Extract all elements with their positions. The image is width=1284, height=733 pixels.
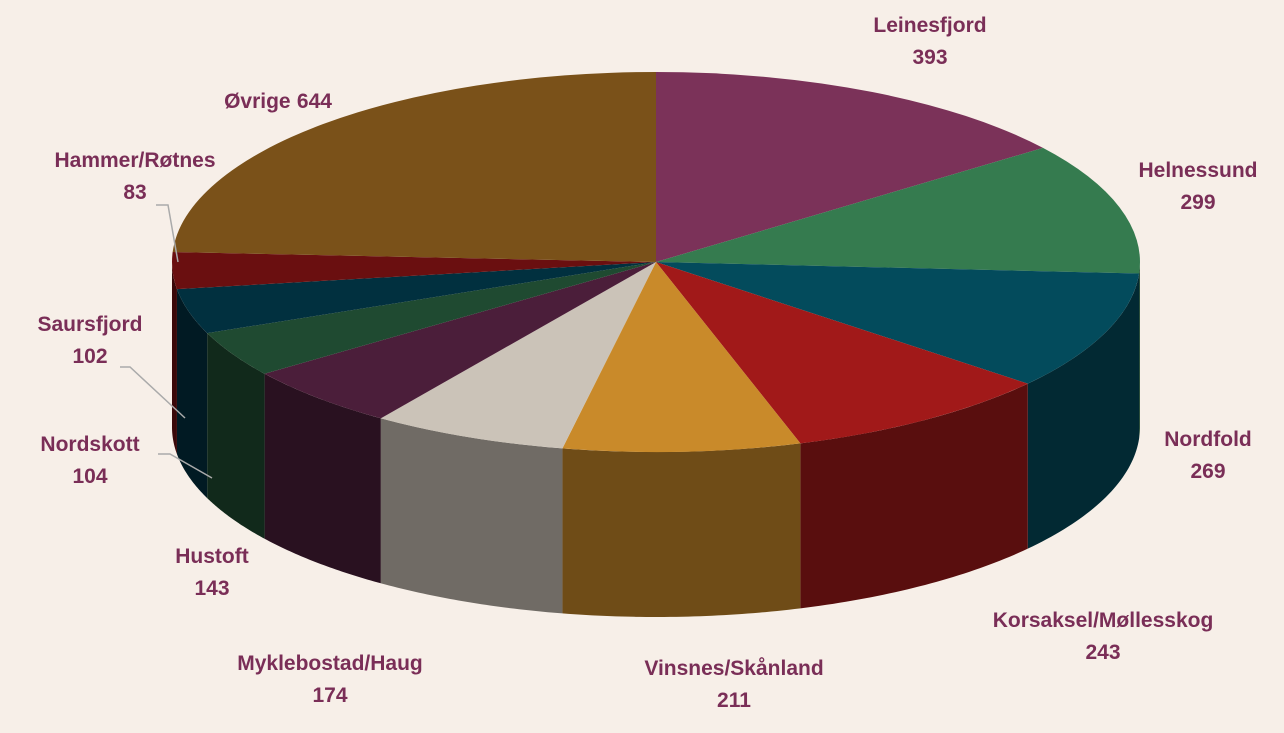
slice-side	[207, 333, 265, 539]
label-value: 644	[296, 90, 332, 113]
slice	[562, 262, 801, 453]
label-value: 393	[912, 46, 948, 69]
slice-side	[562, 443, 801, 617]
slice	[656, 262, 1028, 444]
slice	[656, 72, 1043, 262]
leader-line	[120, 366, 186, 419]
slice	[380, 262, 656, 449]
data-label: Vinsnes/Skånland 211	[584, 653, 884, 717]
slice-side	[176, 289, 208, 499]
data-label: Myklebostad/Haug 174	[214, 648, 446, 712]
label-name: Nordskott	[40, 433, 140, 456]
label-name: Hustoft	[175, 545, 249, 568]
label-value: 102	[72, 345, 108, 368]
label-value: 243	[1085, 641, 1121, 664]
data-label: Korsaksel/Møllesskog 243	[989, 605, 1217, 669]
slice-side	[1027, 273, 1140, 549]
label-name: Nordfold	[1164, 428, 1252, 451]
label-value: 269	[1190, 460, 1226, 483]
data-label: Øvrige 644	[148, 86, 408, 118]
label-name: Myklebostad/Haug	[237, 652, 423, 675]
label-value: 83	[123, 181, 147, 204]
label-value: 104	[72, 465, 108, 488]
data-label: Leinesfjord 393	[830, 10, 1030, 74]
slice	[176, 262, 656, 334]
data-label: Hustoft 143	[112, 541, 312, 605]
slice-side	[380, 418, 563, 614]
slice-side	[1139, 262, 1140, 439]
label-name: Saursfjord	[37, 313, 143, 336]
data-label: Saursfjord 102	[0, 309, 190, 373]
data-label: Nordfold 269	[1108, 424, 1284, 488]
slice	[207, 262, 656, 374]
label-value: 211	[717, 689, 751, 712]
slice	[172, 72, 656, 262]
label-value: 174	[312, 684, 348, 707]
leader-line	[158, 453, 213, 479]
leader-line	[156, 204, 179, 263]
label-name: Helnessund	[1138, 159, 1258, 182]
label-name: Vinsnes/Skånland	[644, 657, 824, 680]
label-value: 299	[1180, 191, 1216, 214]
data-label: Nordskott 104	[0, 429, 190, 493]
slice	[264, 262, 656, 419]
slice	[172, 252, 657, 290]
label-name: Hammer/Røtnes	[54, 149, 216, 172]
slice-side	[800, 383, 1028, 609]
label-name: Leinesfjord	[873, 14, 987, 37]
slice-side	[264, 373, 381, 584]
label-value: 143	[194, 577, 230, 600]
slice	[656, 262, 1140, 384]
label-name: Øvrige	[224, 90, 291, 113]
slice	[656, 147, 1140, 274]
label-name: Korsaksel/Møllesskog	[992, 609, 1214, 632]
data-label: Hammer/Røtnes 83	[5, 145, 265, 209]
data-label: Helnessund 299	[1098, 155, 1284, 219]
